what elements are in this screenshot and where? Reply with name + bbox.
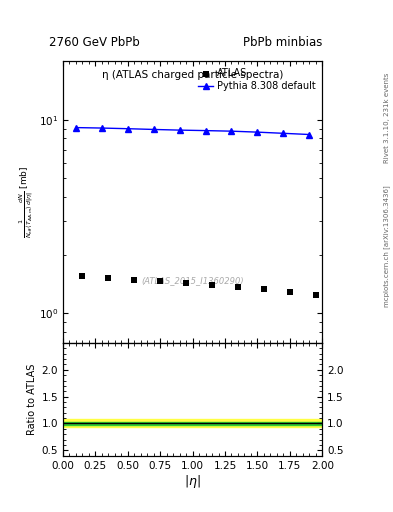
Pythia 8.308 default bbox=[203, 127, 208, 134]
Text: (ATLAS_2015_I1360290): (ATLAS_2015_I1360290) bbox=[141, 276, 244, 286]
Y-axis label: $\frac{1}{N_\mathrm{eff}\langle T_{AA,m}\rangle}\frac{dN}{d|\eta|}$ [mb]: $\frac{1}{N_\mathrm{eff}\langle T_{AA,m}… bbox=[18, 166, 36, 239]
ATLAS bbox=[235, 283, 241, 291]
Text: PbPb minbias: PbPb minbias bbox=[243, 36, 323, 49]
Pythia 8.308 default bbox=[125, 125, 130, 132]
Pythia 8.308 default bbox=[255, 129, 260, 135]
Text: Rivet 3.1.10, 231k events: Rivet 3.1.10, 231k events bbox=[384, 73, 390, 163]
X-axis label: $|\eta|$: $|\eta|$ bbox=[184, 473, 201, 490]
Text: η (ATLAS charged particle spectra): η (ATLAS charged particle spectra) bbox=[102, 70, 283, 80]
Pythia 8.308 default bbox=[99, 125, 104, 131]
ATLAS bbox=[209, 281, 215, 289]
ATLAS bbox=[287, 288, 293, 296]
Y-axis label: Ratio to ATLAS: Ratio to ATLAS bbox=[27, 364, 37, 435]
Pythia 8.308 default bbox=[177, 127, 182, 133]
Legend: ATLAS, Pythia 8.308 default: ATLAS, Pythia 8.308 default bbox=[196, 66, 318, 93]
ATLAS bbox=[79, 272, 86, 280]
Pythia 8.308 default bbox=[307, 132, 312, 138]
ATLAS bbox=[105, 274, 112, 282]
Text: mcplots.cern.ch [arXiv:1306.3436]: mcplots.cern.ch [arXiv:1306.3436] bbox=[384, 185, 391, 307]
ATLAS bbox=[131, 275, 138, 284]
ATLAS bbox=[313, 291, 319, 299]
Text: 2760 GeV PbPb: 2760 GeV PbPb bbox=[49, 36, 140, 49]
ATLAS bbox=[261, 285, 267, 293]
Pythia 8.308 default bbox=[151, 126, 156, 133]
ATLAS bbox=[183, 279, 189, 287]
Pythia 8.308 default bbox=[281, 130, 286, 136]
ATLAS bbox=[157, 277, 163, 285]
Pythia 8.308 default bbox=[73, 124, 78, 131]
Pythia 8.308 default bbox=[229, 128, 234, 134]
Line: Pythia 8.308 default: Pythia 8.308 default bbox=[73, 125, 312, 137]
